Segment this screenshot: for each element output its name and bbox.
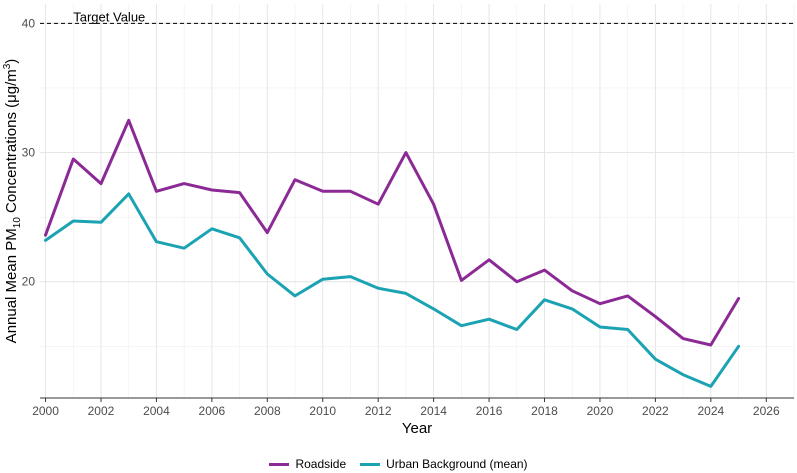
y-axis-title-end: ) xyxy=(3,59,20,64)
x-tick-label: 2006 xyxy=(199,404,226,418)
legend-label-urban-background: Urban Background (mean) xyxy=(386,457,528,471)
legend-item-roadside: Roadside xyxy=(269,457,346,471)
target-value-label: Target Value xyxy=(73,9,145,24)
x-tick-label: 2012 xyxy=(365,404,392,418)
target-value-annotation: Target Value xyxy=(40,9,794,24)
x-tick-label: 2010 xyxy=(309,404,336,418)
legend-swatch-roadside xyxy=(269,462,290,466)
x-tick-label: 2014 xyxy=(420,404,447,418)
y-tick-label: 40 xyxy=(22,16,36,30)
x-tick-label: 2020 xyxy=(587,404,614,418)
x-axis-ticks: 2000 2002 2004 2006 2008 2010 2012 2014 2016 2018… xyxy=(32,398,780,418)
legend: Roadside Urban Background (mean) xyxy=(0,455,797,473)
x-tick-label: 2004 xyxy=(143,404,170,418)
y-axis-title-mid: Concentrations (μg/m xyxy=(3,69,20,217)
x-axis-title: Year xyxy=(402,420,432,437)
series-line-roadside xyxy=(44,118,741,347)
x-tick-label: 2018 xyxy=(531,404,558,418)
y-tick-label: 20 xyxy=(22,275,36,289)
y-axis-ticks: 20 30 40 xyxy=(22,16,36,288)
x-tick-label: 2002 xyxy=(88,404,115,418)
y-axis-title-superscript: 3 xyxy=(2,63,13,69)
series-line-urban-background xyxy=(44,192,741,388)
y-axis-title: Annual Mean PM10 Concentrations (μg/m3) xyxy=(2,59,23,344)
x-tick-label: 2016 xyxy=(476,404,503,418)
y-axis-title-main: Annual Mean PM xyxy=(3,228,20,343)
series-lines xyxy=(44,118,741,388)
legend-swatch-urban-background xyxy=(360,462,381,466)
y-axis-title-subscript: 10 xyxy=(12,217,23,229)
y-tick-label: 30 xyxy=(22,146,36,160)
x-tick-label: 2000 xyxy=(32,404,59,418)
legend-item-urban-background: Urban Background (mean) xyxy=(360,457,528,471)
gridlines xyxy=(40,4,795,398)
x-tick-label: 2026 xyxy=(753,404,780,418)
x-tick-label: 2008 xyxy=(254,404,281,418)
x-tick-label: 2022 xyxy=(642,404,669,418)
x-tick-label: 2024 xyxy=(697,404,724,418)
legend-label-roadside: Roadside xyxy=(295,457,347,471)
